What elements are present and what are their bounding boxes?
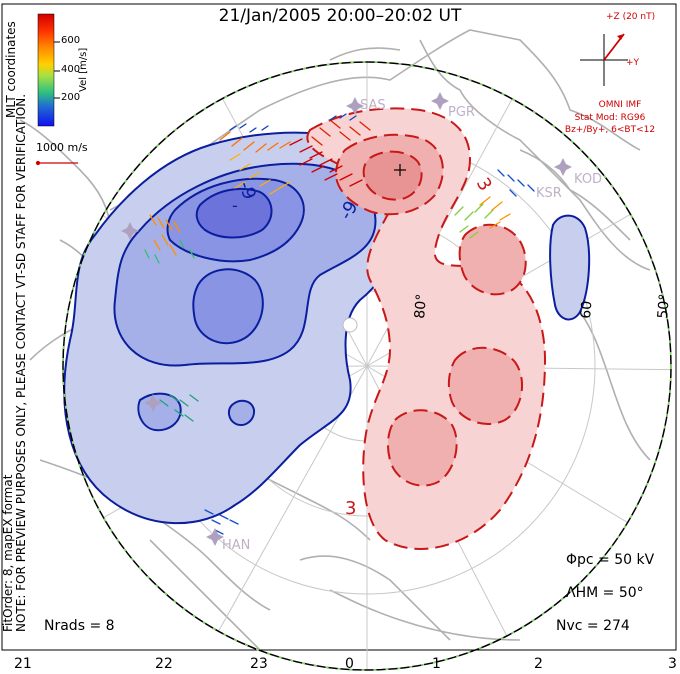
imf-clock-dial (580, 33, 628, 86)
imf-y-label: +Y (626, 58, 640, 68)
cross-cap-potential: Φpc = 50 kV (566, 552, 655, 568)
station-han: HAN (222, 538, 251, 553)
mlt-tick-0: 0 (345, 656, 354, 672)
station-markers (121, 92, 572, 546)
negative-potential-cell (63, 131, 407, 525)
imf-scale-label: +Z (20 nT) (606, 12, 656, 22)
colorbar-tick-400: 400 (61, 64, 81, 75)
contour-label-pos-2: 3 (345, 498, 357, 519)
station-sas: SAS (360, 98, 386, 113)
mlt-tick-23: 23 (250, 656, 268, 672)
hm-boundary-vectors (62, 61, 672, 671)
mlt-tick-21: 21 (14, 656, 32, 672)
mlt-axis: 21 22 23 0 1 2 3 (0, 656, 680, 674)
imf-model-label: Stat Mod: RG96 (574, 113, 646, 123)
map-title: 21/Jan/2005 20:00–20:02 UT (218, 6, 462, 26)
velocity-vectors (144, 113, 535, 535)
radar-count: Nrads = 8 (44, 618, 115, 634)
colorbar-tick-600: 600 (61, 35, 81, 46)
station-kod: KOD (574, 172, 603, 187)
preview-note: NOTE: FOR PREVIEW PURPOSES ONLY, PLEASE … (14, 93, 28, 632)
latitude-60: 60 (578, 300, 596, 320)
mlt-tick-1: 1 (432, 656, 441, 672)
vector-count: Nvc = 274 (556, 618, 630, 634)
latitude-50: 50° (655, 293, 674, 320)
imf-source-label: OMNI IMF (598, 100, 642, 110)
station-ksr: KSR (536, 186, 562, 201)
imf-conditions-label: Bz+/By+, 6<BT<12 (564, 125, 656, 135)
coordinate-system-label: MLT coordinates (4, 21, 18, 118)
colorbar-ticks (54, 41, 60, 99)
positive-potential-cell (306, 107, 591, 550)
station-pgr: PGR (448, 105, 475, 120)
reference-vector (35, 160, 78, 166)
fit-order-note: FitOrder: 8, mapEX format (1, 474, 15, 632)
colorbar-tick-200: 200 (61, 92, 81, 103)
reference-vector-label: 1000 m/s (36, 141, 88, 154)
contour-min-marker: - (232, 196, 238, 215)
mlt-tick-2: 2 (534, 656, 543, 672)
latitude-80: 80° (412, 293, 431, 320)
plot-frame (1, 3, 677, 651)
mlt-tick-3: 3 (668, 656, 677, 672)
potential-max-marker (394, 164, 406, 176)
pole-marker (342, 317, 358, 333)
hm-boundary-latitude: ΛHM = 50° (566, 585, 644, 601)
mlt-tick-22: 22 (155, 656, 173, 672)
velocity-colorbar (37, 13, 55, 127)
